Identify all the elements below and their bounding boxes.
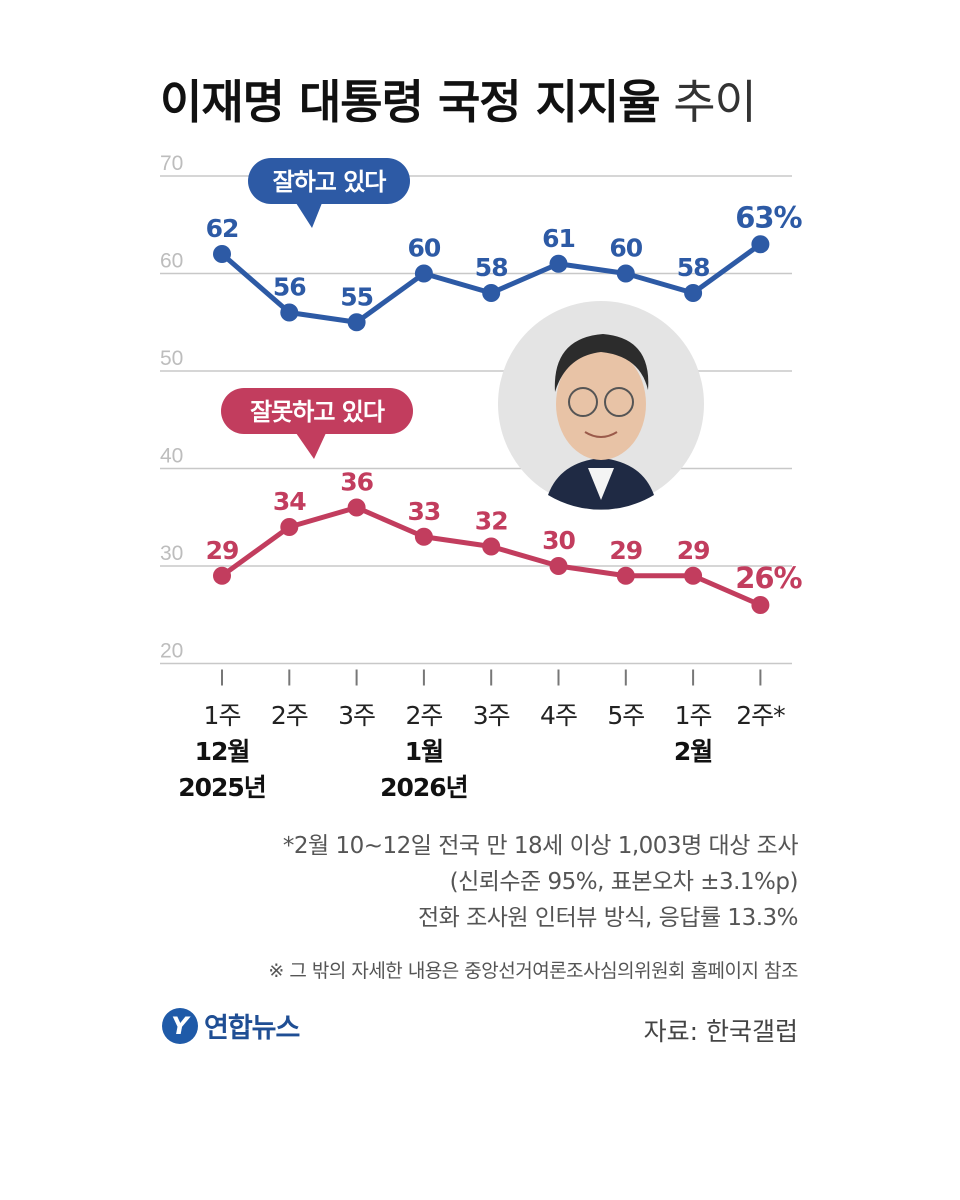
data-label: 26% — [735, 561, 802, 595]
data-point — [280, 518, 299, 536]
x-tick-label: 3주 — [473, 701, 510, 730]
y-tick-label: 30 — [160, 542, 183, 565]
data-point — [616, 264, 635, 283]
x-month-label: 12월 — [195, 737, 250, 766]
data-point — [482, 537, 501, 556]
survey-note-3: 전화 조사원 인터뷰 방식, 응답률 13.3% — [417, 905, 799, 931]
gridlines: 70 60 50 40 30 20 — [160, 152, 792, 665]
logo-name: 연합뉴스 — [204, 1013, 300, 1044]
data-point — [280, 303, 299, 322]
data-point — [482, 284, 501, 302]
data-label: 58 — [475, 253, 508, 282]
data-label: 58 — [677, 253, 710, 282]
yonhap-logo: Y 연합뉴스 — [162, 1006, 300, 1045]
data-point — [751, 596, 770, 614]
y-tick-label: 20 — [160, 640, 183, 663]
portrait-face — [556, 348, 646, 460]
data-point — [684, 284, 703, 302]
reference-note: ※ 그 밖의 자세한 내용은 중앙선거여론조사심의위원회 홈페이지 참조 — [268, 960, 798, 982]
legend-bubble — [248, 158, 410, 204]
portrait-glasses-right — [604, 387, 634, 417]
x-month-label: 2월 — [674, 737, 712, 766]
data-label: 32 — [475, 507, 508, 536]
chart-title: 이재명 대통령 국정 지지율 추이 — [160, 66, 757, 132]
data-point — [414, 264, 433, 283]
data-point — [684, 566, 703, 585]
x-tick-label: 3주 — [338, 701, 375, 730]
data-label: 55 — [340, 282, 373, 311]
data-label: 36 — [340, 468, 373, 497]
legend-bubble-tail — [296, 203, 322, 228]
x-tick-label: 4주 — [540, 701, 577, 730]
data-label: 30 — [542, 526, 575, 555]
series-group: 62 56 55 60 58 61 60 58 63% 29 34 36 33 32 30 29 29 26% — [206, 200, 804, 614]
portrait-glasses-left — [568, 387, 598, 417]
survey-note-2: (신뢰수준 95%, 표본오차 ±3.1%p) — [449, 869, 799, 895]
x-tick-label: 2주* — [736, 701, 785, 730]
data-label: 60 — [408, 234, 441, 263]
y-tick-label: 60 — [160, 250, 183, 273]
data-label: 61 — [542, 224, 575, 253]
data-point — [549, 254, 568, 273]
portrait-shirt — [588, 468, 614, 500]
y-tick-label: 70 — [160, 152, 183, 175]
legend-bubble — [221, 388, 413, 434]
data-point — [347, 498, 366, 517]
data-label: 60 — [609, 234, 642, 263]
x-year-label: 2026년 — [380, 773, 468, 802]
y-tick-label: 40 — [160, 445, 183, 468]
data-label: 33 — [408, 497, 441, 526]
data-label: 63% — [735, 200, 802, 234]
logo-mark: Y — [162, 1007, 198, 1044]
legend-label: 잘못하고 있다 — [250, 398, 385, 426]
x-tick-label: 2주 — [271, 701, 308, 730]
chart-title-main: 이재명 대통령 국정 지지율 — [160, 75, 661, 129]
data-point — [347, 313, 366, 332]
survey-note-1: *2월 10~12일 전국 만 18세 이상 1,003명 대상 조사 — [282, 833, 799, 859]
data-point — [414, 527, 433, 546]
x-tick-label: 2주 — [405, 701, 442, 730]
data-point — [213, 245, 231, 263]
data-label: 56 — [273, 273, 306, 302]
x-axis: 1주 2주 3주 2주 3주 4주 5주 1주 2주* 12월 2025년 1월 2026년 2월 — [178, 669, 786, 802]
data-point — [213, 566, 231, 585]
portrait-smile — [584, 431, 618, 438]
legend-label: 잘하고 있다 — [273, 168, 387, 196]
chart-title-sub: 추이 — [673, 75, 757, 129]
y-tick-label: 50 — [160, 347, 183, 370]
data-label: 34 — [273, 487, 306, 516]
legend-bubble-tail — [296, 433, 326, 459]
line-chart: 70 60 50 40 30 20 1주 2주 3주 2주 3주 4주 5주 1주 2주* 12월 2025년… — [160, 152, 804, 802]
data-point — [751, 235, 770, 254]
x-tick-label: 5주 — [607, 701, 644, 730]
data-point — [549, 557, 568, 575]
portrait-hair — [554, 334, 649, 392]
data-point — [616, 566, 635, 585]
data-source: 자료: 한국갤럽 — [643, 1017, 798, 1046]
data-label: 62 — [206, 214, 239, 243]
x-month-label: 1월 — [405, 737, 443, 766]
data-label: 29 — [677, 536, 710, 565]
x-tick-label: 1주 — [675, 701, 712, 730]
x-tick-label: 1주 — [204, 701, 241, 730]
x-year-label: 2025년 — [178, 773, 266, 802]
data-label: 29 — [206, 536, 239, 565]
data-label: 29 — [609, 536, 642, 565]
president-portrait — [498, 301, 704, 510]
